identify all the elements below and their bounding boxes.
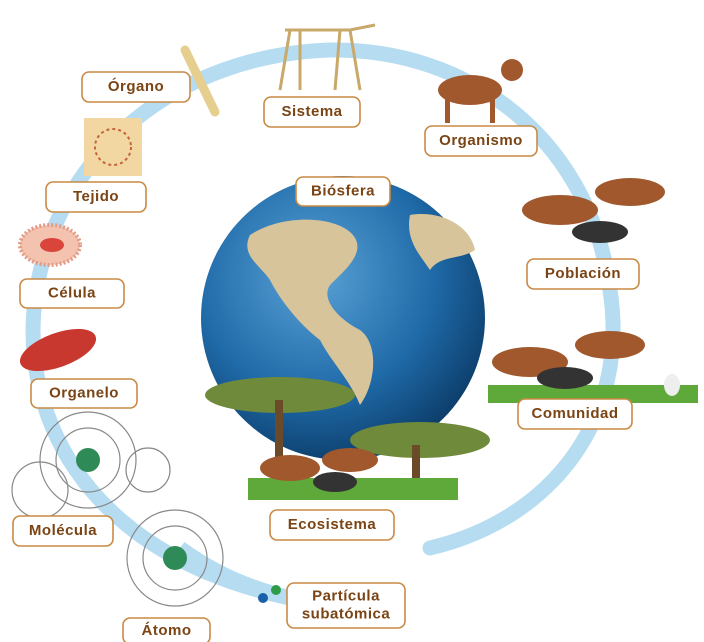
ring-tail (175, 541, 302, 608)
atom-nucleus (163, 546, 187, 570)
node-label: Órgano (108, 77, 164, 95)
node-label: Partícula (312, 587, 380, 604)
node-label: Ecosistema (288, 516, 377, 533)
particle (271, 585, 281, 595)
organelle (19, 328, 97, 372)
wolves-population (522, 178, 665, 243)
skeleton (278, 23, 376, 91)
nucleus (40, 238, 64, 252)
wolves-ecosystem (260, 448, 378, 492)
node-label: Molécula (29, 522, 97, 539)
label-box (45, 181, 147, 213)
tissue (84, 118, 142, 176)
label-box (122, 617, 211, 642)
label-box (30, 378, 138, 409)
node-label: subatómica (302, 605, 391, 622)
wolves-community (488, 331, 698, 403)
label-box (12, 515, 114, 547)
label-box (269, 509, 395, 541)
node-label: Biósfera (311, 182, 375, 199)
label-box (263, 96, 361, 128)
tree (350, 422, 490, 458)
label-box (517, 398, 633, 430)
particle (258, 593, 268, 603)
bone (180, 45, 220, 117)
node-label: Organelo (49, 384, 119, 401)
node-label: Sistema (281, 103, 342, 120)
continent (409, 214, 475, 270)
node-label: Tejido (73, 188, 119, 205)
label-box (286, 582, 406, 629)
label-box (81, 71, 191, 103)
node-label: Comunidad (532, 405, 619, 422)
node-label: Población (545, 265, 621, 282)
label-box (424, 125, 538, 157)
tree-trunk (275, 400, 283, 480)
cycle-ring (25, 42, 621, 608)
wolf-organism (438, 59, 523, 123)
continent (247, 219, 374, 405)
tree-trunk (412, 445, 420, 490)
tissue-cell (94, 128, 132, 166)
node-label: Átomo (142, 622, 192, 639)
label-box (526, 258, 640, 290)
grass (248, 478, 458, 500)
label-box (19, 278, 125, 309)
label-box (295, 176, 391, 207)
atom (126, 509, 224, 607)
node-label: Organismo (439, 132, 523, 149)
tree (205, 377, 355, 413)
node-label: Célula (48, 284, 96, 301)
molecule (11, 411, 171, 519)
molecule-nucleus (76, 448, 100, 472)
